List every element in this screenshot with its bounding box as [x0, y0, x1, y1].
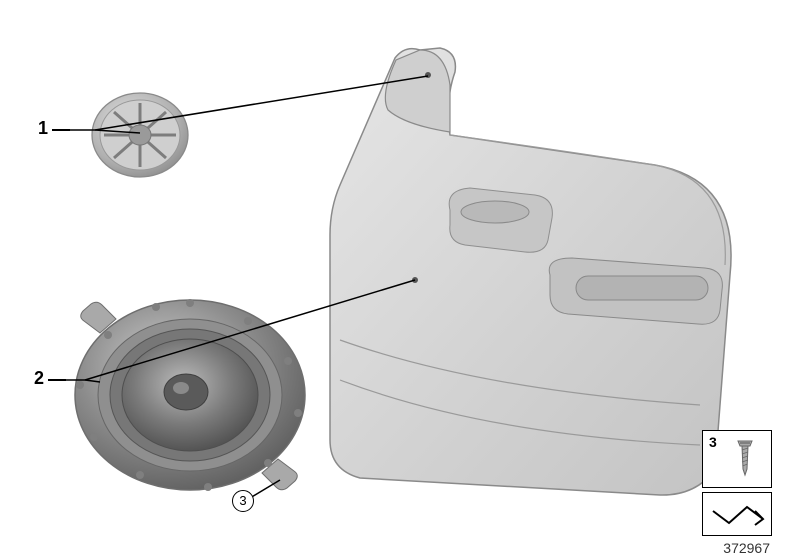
unfold-icon [703, 493, 773, 537]
callout-1-dash [52, 129, 70, 131]
callout-3-label: 3 [239, 493, 246, 508]
callout-2-dash [48, 379, 66, 381]
callout-3-circle: 3 [232, 490, 254, 512]
callout-2-label: 2 [34, 368, 44, 389]
legend-screw-box: 3 [702, 430, 772, 488]
screw-icon [703, 431, 773, 489]
diagram-part-id: 372967 [723, 540, 770, 556]
callout-1-label: 1 [38, 118, 48, 139]
midrange-speaker [75, 299, 305, 491]
tweeter-speaker [92, 93, 188, 177]
door-panel [0, 0, 800, 560]
legend-nav-box [702, 492, 772, 536]
